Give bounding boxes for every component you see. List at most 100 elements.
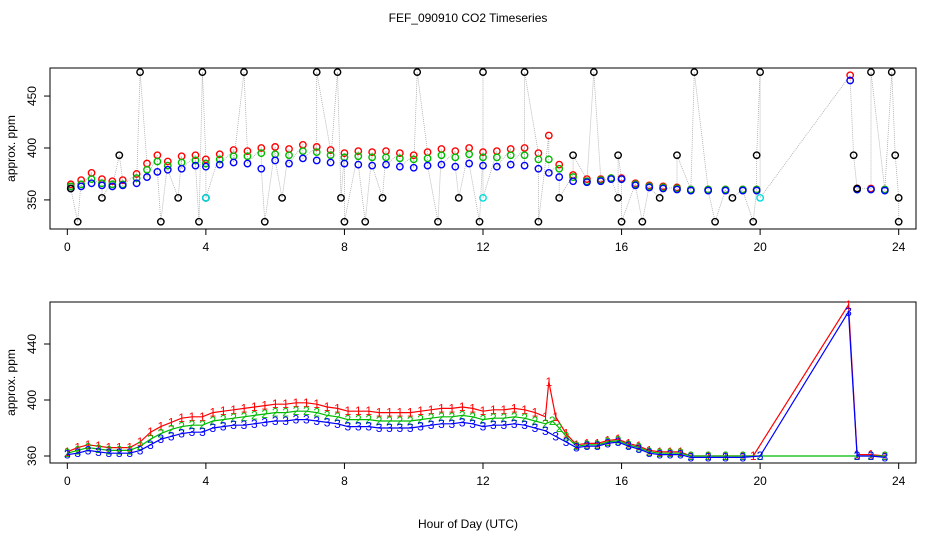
series-marker-3: 3 bbox=[272, 414, 279, 428]
series-marker-1: 1 bbox=[656, 445, 663, 459]
series-marker-2: 2 bbox=[584, 438, 591, 452]
series-marker-2: 2 bbox=[199, 418, 206, 432]
point-3 bbox=[686, 186, 695, 195]
y-axis-label: approx. ppm bbox=[4, 349, 18, 416]
series-marker-1: 1 bbox=[646, 443, 653, 457]
point-3 bbox=[617, 175, 626, 184]
series-marker-1: 1 bbox=[282, 397, 289, 411]
point-2 bbox=[492, 153, 501, 162]
series-marker-2: 2 bbox=[365, 413, 372, 427]
point-extreme bbox=[454, 193, 463, 202]
point-1 bbox=[201, 155, 210, 164]
series-marker-2: 2 bbox=[667, 446, 674, 460]
point-3 bbox=[153, 167, 162, 176]
series-marker-1: 1 bbox=[542, 410, 549, 424]
series-marker-2: 2 bbox=[615, 434, 622, 448]
series-marker-2: 2 bbox=[604, 435, 611, 449]
point-3 bbox=[555, 173, 564, 181]
point-2 bbox=[409, 155, 418, 164]
series-marker-1: 1 bbox=[126, 441, 133, 455]
point-1 bbox=[243, 147, 252, 155]
series-marker-3: 3 bbox=[313, 414, 320, 428]
series-marker-2: 2 bbox=[521, 411, 528, 425]
series-marker-3: 3 bbox=[448, 417, 455, 431]
series-marker-1: 1 bbox=[615, 432, 622, 446]
series-marker-3: 3 bbox=[407, 421, 414, 435]
series-marker-1: 1 bbox=[324, 400, 331, 414]
series-marker-2: 2 bbox=[646, 445, 653, 459]
series-marker-1: 1 bbox=[521, 403, 528, 417]
series-marker-1: 1 bbox=[552, 410, 559, 424]
series-marker-3: 3 bbox=[106, 446, 113, 460]
point-1 bbox=[395, 149, 404, 158]
point-extreme bbox=[340, 217, 349, 226]
series-marker-1: 1 bbox=[116, 441, 123, 455]
point-extreme bbox=[115, 151, 124, 160]
point-1 bbox=[354, 147, 363, 155]
series-marker-3: 3 bbox=[757, 449, 764, 463]
point-3 bbox=[229, 158, 238, 167]
series-marker-2: 2 bbox=[722, 449, 729, 463]
series-marker-3: 3 bbox=[158, 432, 165, 446]
series-marker-2: 2 bbox=[334, 410, 341, 424]
series-marker-3: 3 bbox=[303, 413, 310, 427]
series-marker-1: 1 bbox=[334, 401, 341, 415]
point-3 bbox=[354, 160, 363, 169]
series-marker-2: 2 bbox=[739, 449, 746, 463]
series-marker-3: 3 bbox=[739, 450, 746, 464]
point-3 bbox=[492, 162, 501, 171]
series-marker-2: 2 bbox=[282, 406, 289, 420]
point-1 bbox=[340, 149, 349, 158]
series-marker-2: 2 bbox=[656, 446, 663, 460]
series-marker-3: 3 bbox=[594, 439, 601, 453]
y-axis-label: approx. ppm bbox=[4, 115, 18, 182]
series-marker-2: 2 bbox=[293, 404, 300, 418]
point-2 bbox=[163, 161, 172, 170]
series-marker-1: 1 bbox=[545, 375, 552, 389]
point-1 bbox=[312, 143, 321, 151]
series-marker-3: 3 bbox=[563, 435, 570, 449]
point-3 bbox=[607, 175, 616, 184]
series-line-3 bbox=[67, 309, 885, 458]
series-marker-3: 3 bbox=[521, 418, 528, 432]
series-marker-3: 3 bbox=[584, 439, 591, 453]
point-2 bbox=[382, 153, 390, 162]
series-marker-2: 2 bbox=[74, 443, 81, 457]
series-marker-3: 3 bbox=[625, 439, 632, 453]
point-extreme bbox=[887, 68, 896, 77]
series-marker-2: 2 bbox=[448, 410, 455, 424]
point-3 bbox=[163, 165, 172, 174]
point-extreme bbox=[569, 151, 577, 160]
point-3 bbox=[201, 162, 210, 171]
point-3 bbox=[583, 178, 591, 187]
series-marker-3: 3 bbox=[64, 448, 71, 462]
series-marker-3: 3 bbox=[147, 438, 154, 452]
point-3 bbox=[673, 185, 681, 194]
series-marker-2: 2 bbox=[272, 406, 279, 420]
y-tick-label: 440 bbox=[25, 334, 39, 354]
series-marker-1: 1 bbox=[677, 445, 684, 459]
series-marker-1: 1 bbox=[625, 436, 632, 450]
series-marker-3: 3 bbox=[687, 450, 694, 464]
series-marker-1: 1 bbox=[573, 438, 580, 452]
point-extreme bbox=[589, 68, 598, 77]
series-marker-2: 2 bbox=[417, 413, 424, 427]
series-marker-3: 3 bbox=[604, 436, 611, 450]
point-extreme bbox=[756, 68, 765, 77]
chart-title: FEF_090910 CO2 Timeseries bbox=[389, 11, 548, 25]
series-marker-1: 1 bbox=[417, 404, 424, 418]
point-2 bbox=[437, 151, 446, 160]
point-2 bbox=[465, 150, 474, 159]
point-extreme bbox=[673, 151, 681, 160]
top-panel: 0 4 8 12 16 20 24 350 400 450 approx. ppm bbox=[4, 67, 917, 254]
point-extreme bbox=[894, 193, 903, 202]
point-extreme bbox=[156, 217, 165, 226]
series-marker-2: 2 bbox=[573, 439, 580, 453]
series-marker-1: 1 bbox=[64, 445, 71, 459]
point-extreme bbox=[853, 184, 862, 193]
series-marker-1: 1 bbox=[469, 401, 476, 415]
series-marker-2: 2 bbox=[345, 413, 352, 427]
point-1 bbox=[465, 144, 474, 152]
series-marker-2: 2 bbox=[106, 443, 113, 457]
point-extreme bbox=[174, 193, 183, 202]
